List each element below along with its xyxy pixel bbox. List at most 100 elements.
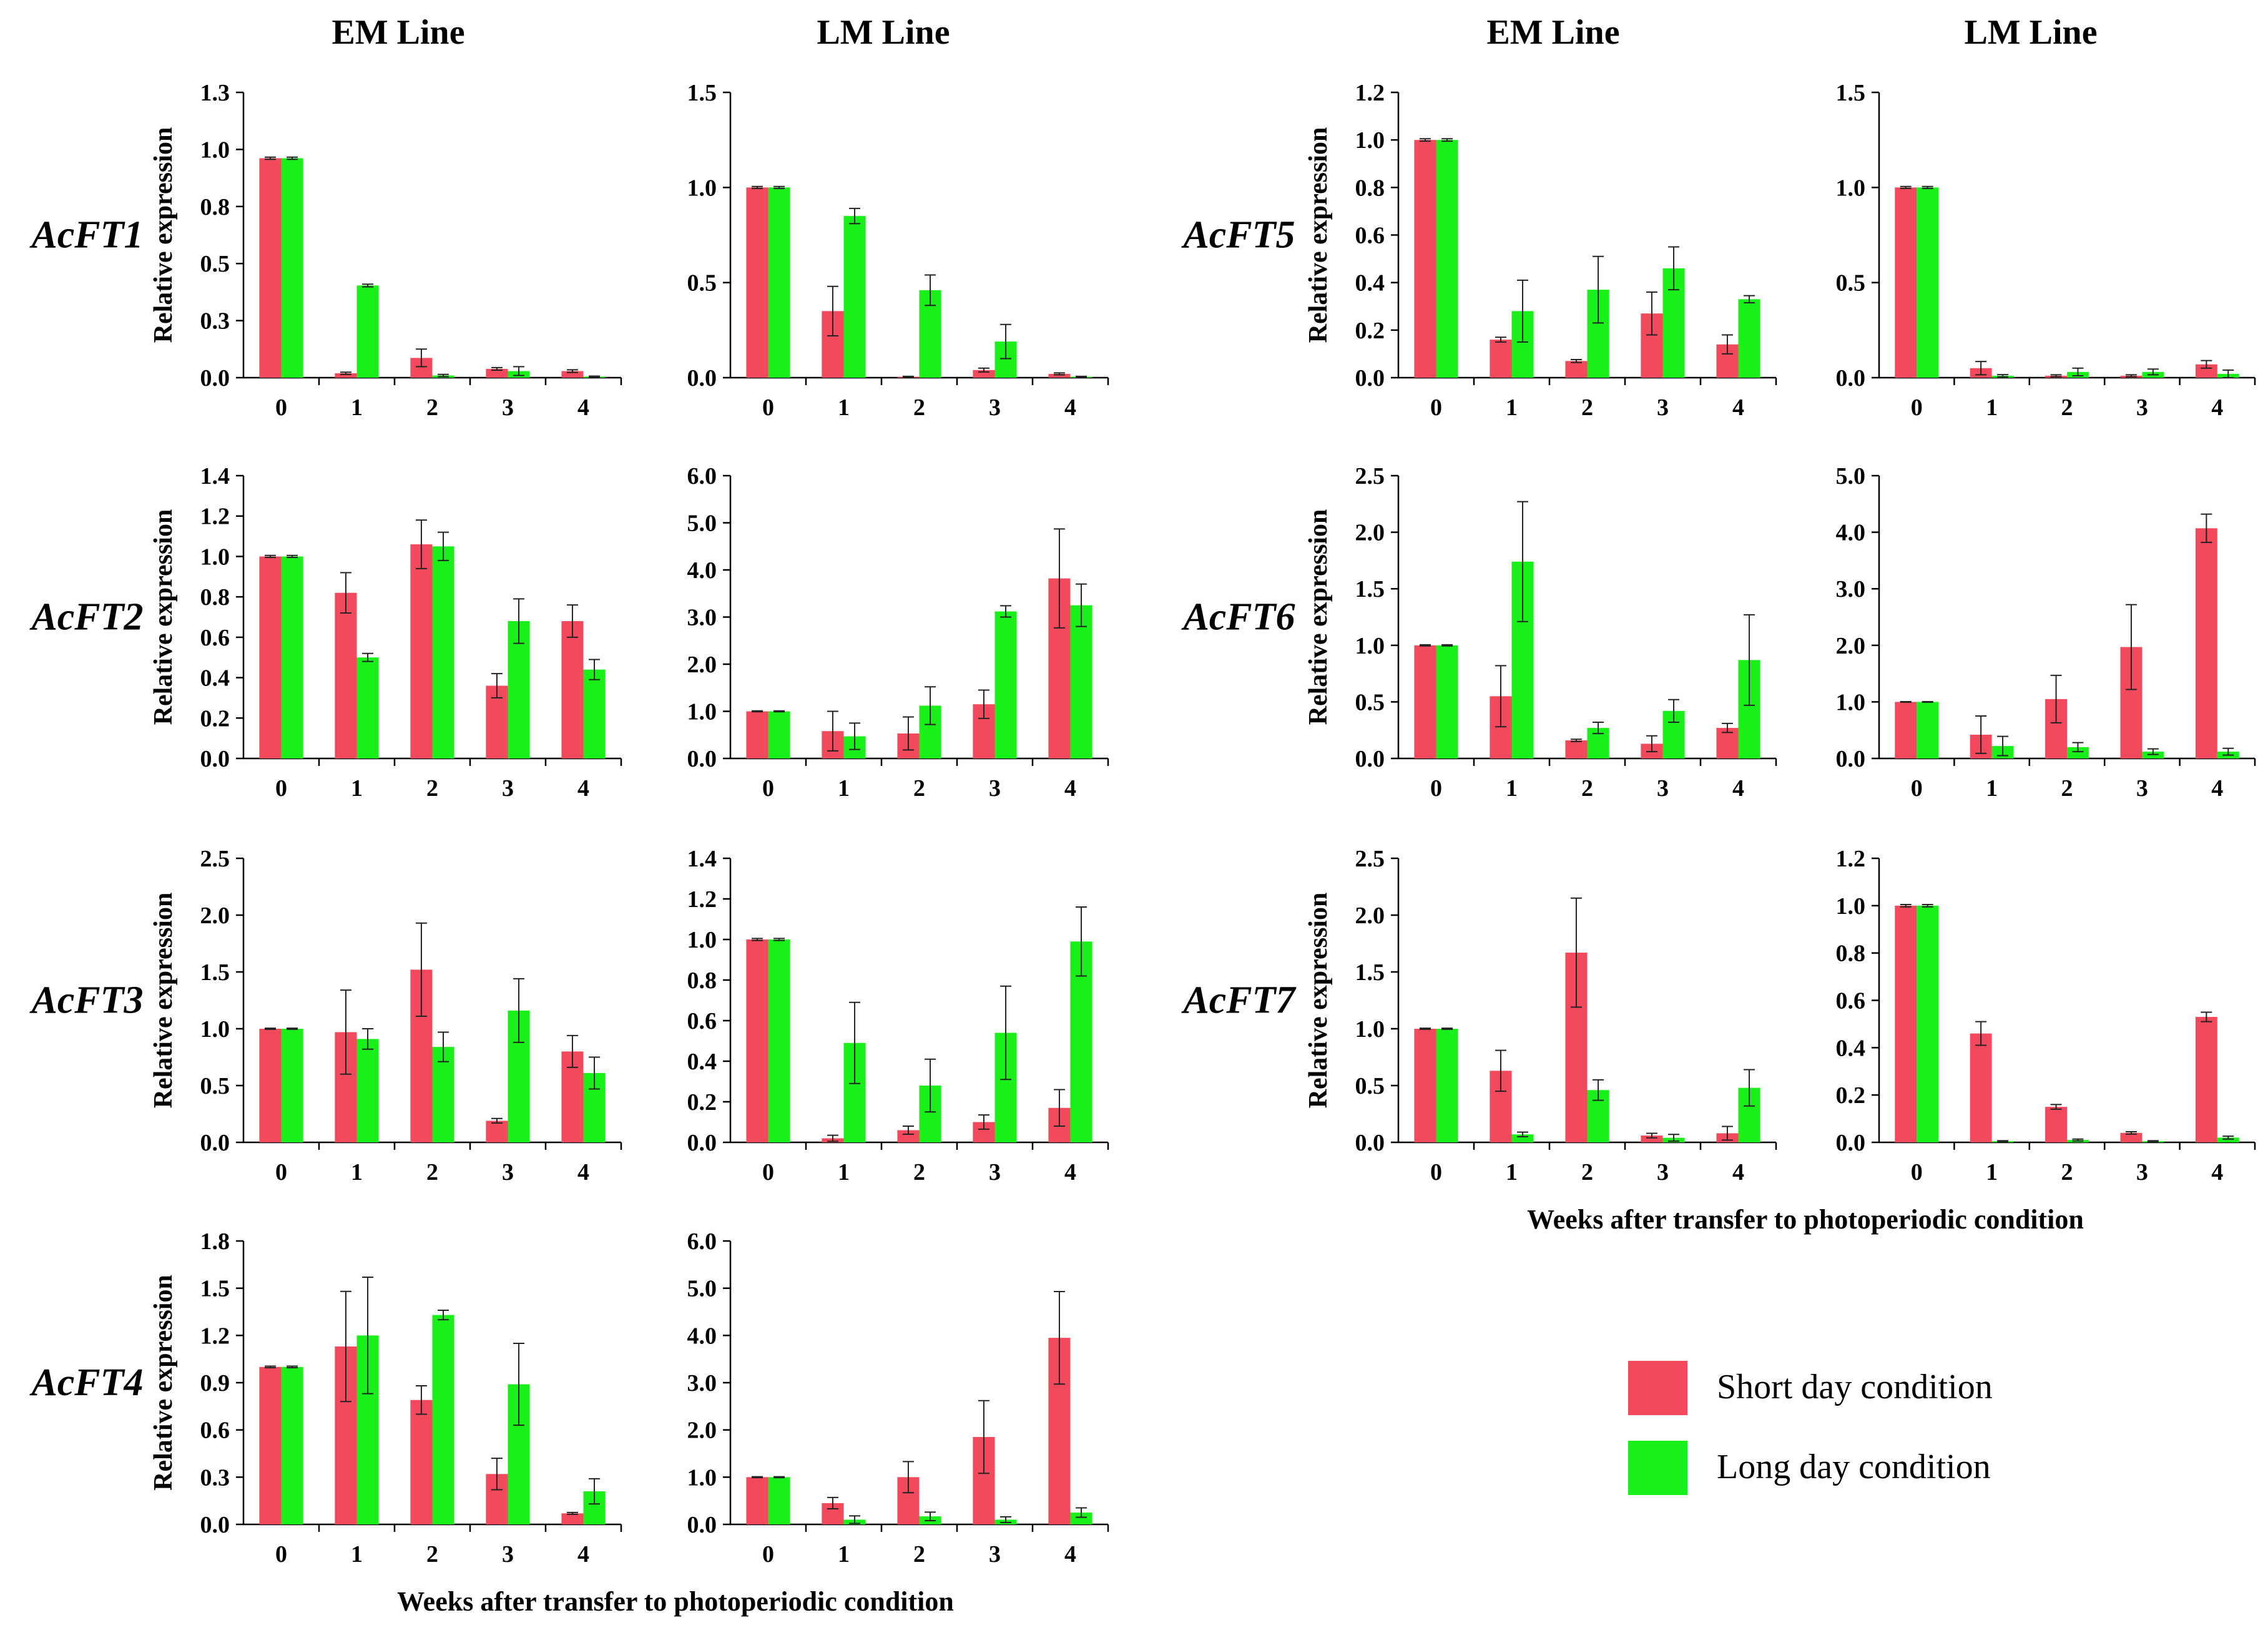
chart-acft6-em: AcFT6 Relative expression 0.0 0.5 1.0 1.5 2.0 2… (1181, 463, 1777, 802)
x-tick-label: 2 (426, 395, 438, 421)
y-tick-label: 0.0 (200, 746, 230, 772)
x-tick-label: 1 (351, 1159, 363, 1185)
bar-long-day (768, 187, 790, 378)
bar-short-day (1895, 187, 1917, 378)
y-tick-label: 0.0 (687, 365, 717, 391)
bar-long-day (432, 1315, 454, 1524)
x-tick-label: 0 (275, 1159, 287, 1185)
x-tick-label: 1 (838, 1541, 850, 1567)
x-tick-label: 3 (502, 395, 514, 421)
x-tick-label: 4 (1064, 775, 1076, 802)
y-tick-label: 2.5 (1355, 463, 1385, 489)
y-tick-label: 1.5 (687, 80, 717, 106)
bar-short-day (1970, 1033, 1992, 1142)
chart-acft7-lm: 0.0 0.2 0.4 0.6 0.8 1.0 1.2 0 1 2 3 4 (1836, 846, 2256, 1185)
bar-long-day (1436, 645, 1458, 758)
legend-label-short-day: Short day condition (1717, 1368, 1993, 1406)
x-tick-label: 2 (1581, 775, 1593, 802)
y-tick-label: 0.5 (687, 270, 717, 297)
x-tick-label: 4 (1732, 775, 1744, 802)
x-tick-label: 1 (1506, 1159, 1518, 1185)
y-tick-label: 0.4 (687, 1049, 717, 1075)
bar-long-day (843, 216, 866, 378)
y-tick-label: 0.2 (1355, 318, 1385, 344)
bar-long-day (1436, 140, 1458, 378)
y-tick-label: 1.4 (687, 846, 717, 872)
y-tick-label: 0.8 (200, 194, 230, 220)
bar-short-day (486, 368, 508, 378)
y-tick-label: 3.0 (687, 605, 717, 631)
bar-long-day (432, 546, 454, 758)
x-tick-label: 0 (275, 395, 287, 421)
chart-acft3-lm: 0.0 0.2 0.4 0.6 0.8 1.0 1.2 1.4 0 1 2 3 4 (687, 846, 1109, 1185)
y-tick-label: 0.0 (1836, 365, 1866, 391)
y-tick-label: 1.0 (200, 544, 230, 570)
x-tick-label: 2 (426, 1159, 438, 1185)
x-tick-label: 0 (1430, 775, 1442, 802)
bar-long-day (2067, 747, 2089, 758)
y-tick-label: 4.0 (687, 557, 717, 584)
bar-short-day (259, 158, 282, 378)
y-tick-label: 0.3 (200, 1464, 230, 1491)
y-tick-label: 0.0 (1836, 1130, 1866, 1156)
bar-short-day (746, 187, 768, 378)
y-tick-label: 1.5 (1836, 80, 1866, 106)
x-tick-label: 3 (2136, 395, 2148, 421)
x-axis-title-left: Weeks after transfer to photoperiodic co… (397, 1586, 954, 1617)
legend-label-long-day: Long day condition (1717, 1448, 1991, 1486)
x-tick-label: 4 (1064, 1541, 1076, 1567)
bar-short-day (259, 1029, 282, 1142)
column-header-lm-left: LM Line (817, 13, 950, 52)
x-axis-title-right: Weeks after transfer to photoperiodic co… (1527, 1204, 2084, 1235)
bar-long-day (281, 556, 303, 758)
bar-short-day (259, 1366, 282, 1524)
bar-long-day (1436, 1029, 1458, 1142)
bar-short-day (335, 592, 357, 758)
chart-acft7-em: AcFT7 Relative expression 0.0 0.5 1.0 1.5 2.0 2… (1181, 846, 1777, 1185)
y-tick-label: 1.0 (1355, 633, 1385, 659)
x-tick-label: 3 (1657, 775, 1669, 802)
x-tick-label: 0 (275, 1541, 287, 1567)
y-tick-label: 1.3 (200, 80, 230, 106)
y-tick-label: 0.5 (200, 1073, 230, 1099)
y-tick-label: 2.5 (200, 846, 230, 872)
y-tick-label: 5.0 (687, 1276, 717, 1302)
y-tick-label: 1.2 (200, 504, 230, 530)
bar-short-day (2195, 528, 2217, 758)
x-tick-label: 4 (577, 1159, 589, 1185)
y-tick-label: 1.2 (1836, 846, 1866, 872)
y-tick-label: 1.2 (200, 1323, 230, 1349)
y-tick-label: 0.0 (200, 1512, 230, 1538)
gene-label-acft2: AcFT2 (29, 596, 143, 639)
x-tick-label: 4 (1732, 395, 1744, 421)
bar-short-day (897, 1130, 920, 1142)
y-tick-label: 0.3 (200, 308, 230, 335)
y-tick-label: 0.2 (1836, 1082, 1866, 1109)
x-tick-label: 1 (1986, 395, 1998, 421)
y-tick-label: 2.0 (1355, 903, 1385, 929)
x-tick-label: 0 (762, 395, 774, 421)
bar-short-day (1895, 905, 1917, 1142)
x-tick-label: 3 (1657, 1159, 1669, 1185)
column-header-lm-right: LM Line (1964, 13, 2097, 52)
y-axis-label: Relative expression (1304, 893, 1333, 1109)
x-tick-label: 3 (989, 395, 1001, 421)
y-tick-label: 5.0 (687, 511, 717, 537)
bar-short-day (1048, 373, 1071, 378)
y-tick-label: 1.5 (200, 1276, 230, 1302)
y-tick-label: 0.0 (1836, 746, 1866, 772)
bar-short-day (1414, 140, 1436, 378)
x-tick-label: 2 (913, 1159, 925, 1185)
x-tick-label: 3 (502, 1159, 514, 1185)
bar-short-day (259, 556, 282, 758)
y-tick-label: 0.4 (200, 665, 230, 692)
y-tick-label: 0.0 (200, 1130, 230, 1156)
chart-panels: AcFT1 Relative expression0.00.30.50.81.01… (29, 80, 2256, 1567)
bar-long-day (1738, 299, 1760, 378)
y-tick-label: 0.6 (1355, 223, 1385, 249)
chart-acft1-lm: 0.0 0.5 1.0 1.5 0 1 2 3 4 (687, 80, 1109, 421)
x-tick-label: 4 (2211, 775, 2223, 802)
y-axis-label: Relative expression (149, 509, 178, 725)
y-tick-label: 1.5 (200, 959, 230, 986)
x-tick-label: 1 (1986, 775, 1998, 802)
